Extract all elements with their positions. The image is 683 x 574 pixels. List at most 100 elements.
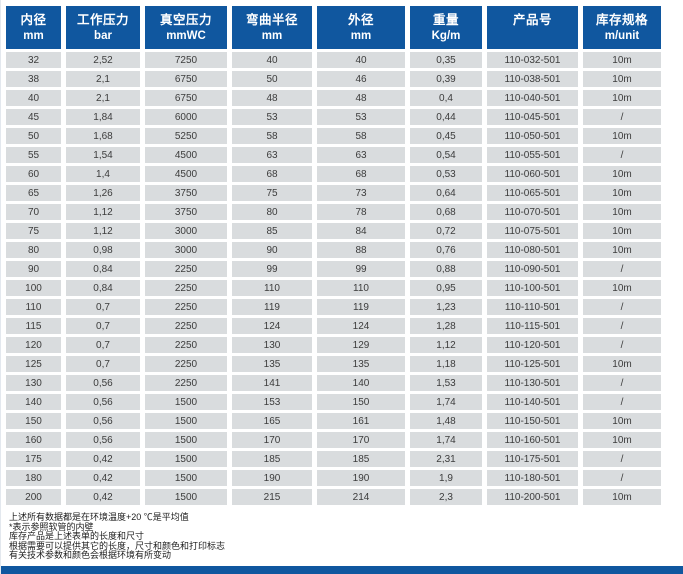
cell: 1,18 <box>410 356 482 372</box>
footnote-line: 库存产品是上述表单的长度和尺寸 <box>9 531 145 542</box>
cell: 0,84 <box>66 280 140 296</box>
cell: 1,26 <box>66 185 140 201</box>
cell: 170 <box>232 432 312 448</box>
cell: 0,76 <box>410 242 482 258</box>
cell: 110-175-501 <box>487 451 578 467</box>
table-row: 150 0,56 1500 165 161 1,48 110-150-501 10m <box>6 413 661 429</box>
cell: 1,12 <box>410 337 482 353</box>
cell: 10m <box>583 90 661 106</box>
cell: 110-180-501 <box>487 470 578 486</box>
column-unit: mm <box>261 29 283 42</box>
cell: 1,12 <box>66 223 140 239</box>
cell: / <box>583 318 661 334</box>
cell: / <box>583 337 661 353</box>
cell: 214 <box>317 489 405 505</box>
column-header: 工作压力 bar <box>66 6 140 49</box>
cell: 110-110-501 <box>487 299 578 315</box>
cell: 1500 <box>145 394 227 410</box>
cell: 124 <box>232 318 312 334</box>
cell: 0,88 <box>410 261 482 277</box>
cell: 110-065-501 <box>487 185 578 201</box>
column-header: 外径 mm <box>317 6 405 49</box>
table-row: 60 1,4 4500 68 68 0,53 110-060-501 10m <box>6 166 661 182</box>
cell: 40 <box>6 90 61 106</box>
cell: 110-045-501 <box>487 109 578 125</box>
cell: 0,7 <box>66 299 140 315</box>
table-row: 130 0,56 2250 141 140 1,53 110-130-501 / <box>6 375 661 391</box>
cell: 0,68 <box>410 204 482 220</box>
cell: / <box>583 299 661 315</box>
cell: 55 <box>6 147 61 163</box>
cell: 2250 <box>145 356 227 372</box>
table-row: 75 1,12 3000 85 84 0,72 110-075-501 10m <box>6 223 661 239</box>
cell: 3000 <box>145 242 227 258</box>
cell: 119 <box>317 299 405 315</box>
cell: 110-160-501 <box>487 432 578 448</box>
column-header: 弯曲半径 mm <box>232 6 312 49</box>
cell: 153 <box>232 394 312 410</box>
cell: 0,7 <box>66 356 140 372</box>
cell: 10m <box>583 489 661 505</box>
cell: 130 <box>232 337 312 353</box>
cell: 1,9 <box>410 470 482 486</box>
cell: 1,74 <box>410 432 482 448</box>
cell: 110-140-501 <box>487 394 578 410</box>
column-title: 弯曲半径 <box>245 12 298 27</box>
cell: 68 <box>317 166 405 182</box>
cell: 110-120-501 <box>487 337 578 353</box>
spec-table-body: 32 2,52 7250 40 40 0,35 110-032-501 10m 38 2,1 675… <box>6 52 661 505</box>
column-unit: Kg/m <box>431 29 461 42</box>
cell: 10m <box>583 128 661 144</box>
cell: 68 <box>232 166 312 182</box>
table-row: 55 1,54 4500 63 63 0,54 110-055-501 / <box>6 147 661 163</box>
cell: 75 <box>6 223 61 239</box>
cell: 2,31 <box>410 451 482 467</box>
cell: 175 <box>6 451 61 467</box>
spec-table: 内径 mm 工作压力 bar 真空压力 mmWC 弯曲半径 mm 外径 mm 重量 Kg/m 产品号 库存… <box>1 3 666 508</box>
cell: 50 <box>232 71 312 87</box>
cell: 0,42 <box>66 470 140 486</box>
table-row: 100 0,84 2250 110 110 0,95 110-100-501 10m <box>6 280 661 296</box>
cell: 10m <box>583 280 661 296</box>
cell: 185 <box>232 451 312 467</box>
cell: 0,44 <box>410 109 482 125</box>
cell: 0,56 <box>66 432 140 448</box>
cell: 1,74 <box>410 394 482 410</box>
cell: 1,28 <box>410 318 482 334</box>
cell: 1,53 <box>410 375 482 391</box>
cell: 0,45 <box>410 128 482 144</box>
cell: 6750 <box>145 90 227 106</box>
cell: 2250 <box>145 280 227 296</box>
cell: 140 <box>6 394 61 410</box>
cell: 2250 <box>145 337 227 353</box>
cell: 170 <box>317 432 405 448</box>
column-unit: mmWC <box>166 29 206 42</box>
table-row: 50 1,68 5250 58 58 0,45 110-050-501 10m <box>6 128 661 144</box>
cell: 84 <box>317 223 405 239</box>
cell: 53 <box>317 109 405 125</box>
cell: 3750 <box>145 185 227 201</box>
cell: 10m <box>583 223 661 239</box>
cell: 2,52 <box>66 52 140 68</box>
table-row: 180 0,42 1500 190 190 1,9 110-180-501 / <box>6 470 661 486</box>
cell: 110-090-501 <box>487 261 578 277</box>
table-row: 45 1,84 6000 53 53 0,44 110-045-501 / <box>6 109 661 125</box>
cell: 124 <box>317 318 405 334</box>
table-row: 115 0,7 2250 124 124 1,28 110-115-501 / <box>6 318 661 334</box>
cell: 2250 <box>145 375 227 391</box>
cell: / <box>583 261 661 277</box>
cell: 110-200-501 <box>487 489 578 505</box>
cell: 63 <box>232 147 312 163</box>
cell: 58 <box>232 128 312 144</box>
cell: 1,68 <box>66 128 140 144</box>
cell: 58 <box>317 128 405 144</box>
footnotes: 上述所有数据都是在环境温度+20 ℃是平均值 *表示参照软管的内壁 库存产品是上… <box>9 512 683 561</box>
table-row: 38 2,1 6750 50 46 0,39 110-038-501 10m <box>6 71 661 87</box>
table-row: 175 0,42 1500 185 185 2,31 110-175-501 / <box>6 451 661 467</box>
cell: 160 <box>6 432 61 448</box>
cell: 0,35 <box>410 52 482 68</box>
cell: 161 <box>317 413 405 429</box>
table-row: 125 0,7 2250 135 135 1,18 110-125-501 10m <box>6 356 661 372</box>
cell: 0,56 <box>66 413 140 429</box>
